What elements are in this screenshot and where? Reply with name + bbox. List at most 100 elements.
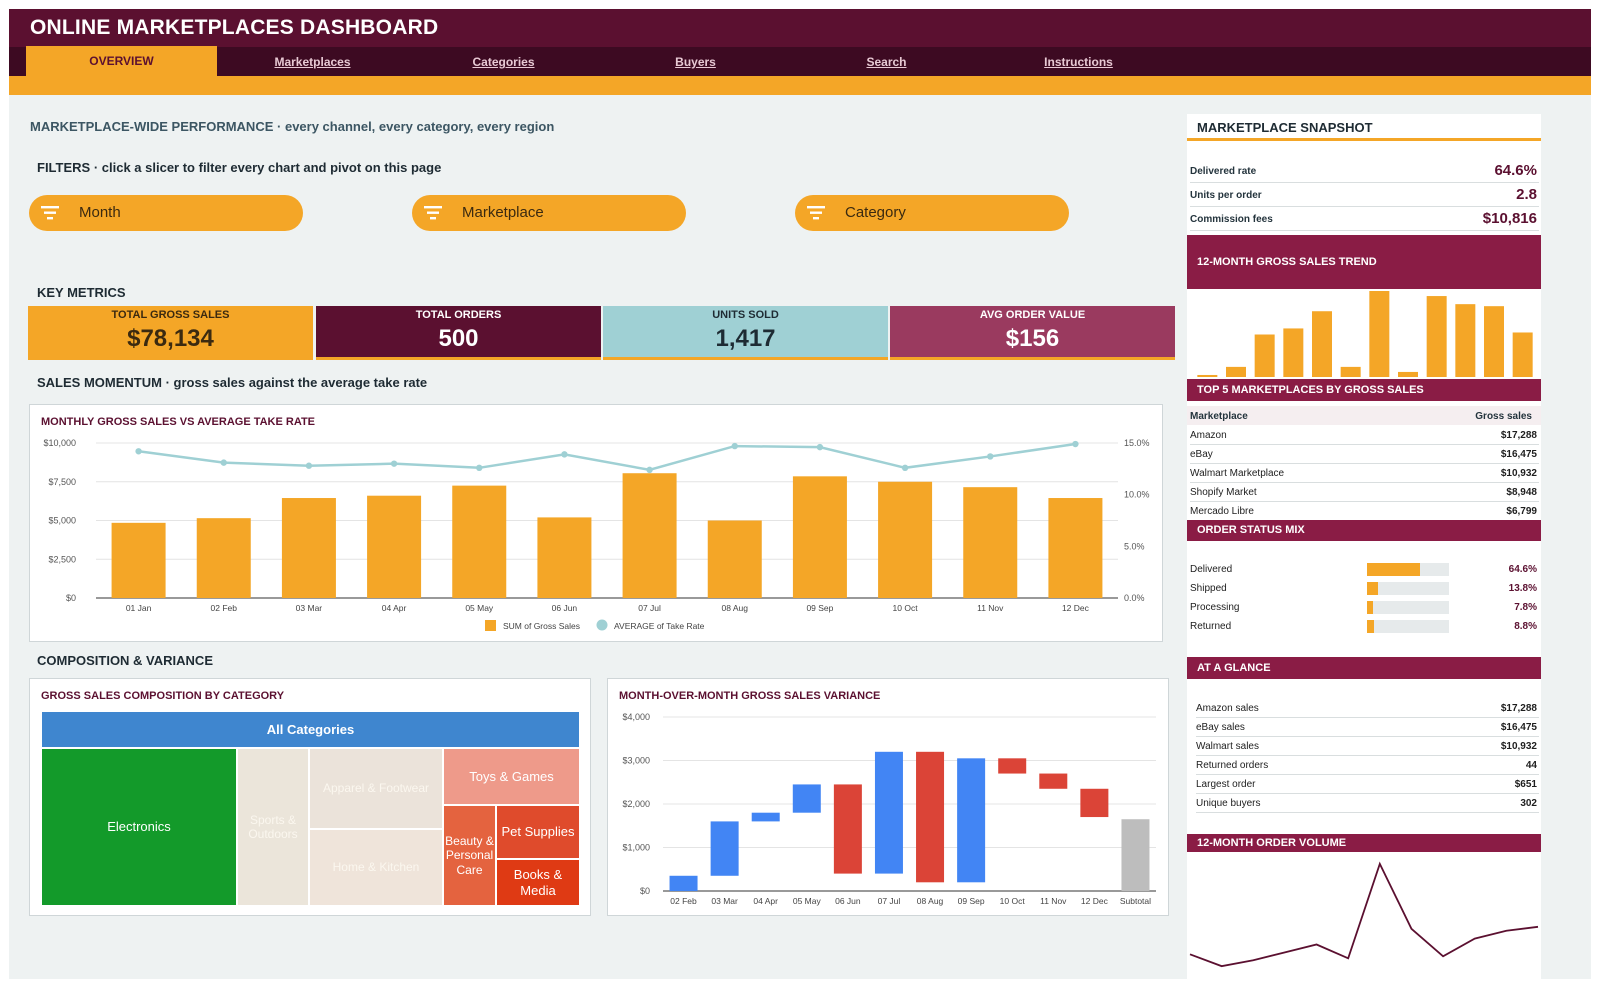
legend-swatch	[485, 620, 496, 631]
bar	[367, 495, 422, 598]
marketplace-sales: $6,799	[1506, 506, 1537, 517]
snapshot-row: Units per order 2.8	[1190, 183, 1539, 207]
slicer-marketplace[interactable]: Marketplace	[412, 195, 686, 231]
right-sidebar: MARKETPLACE SNAPSHOT Delivered rate 64.6…	[1187, 114, 1541, 979]
slicer-month[interactable]: Month	[29, 195, 303, 231]
top5-col-sales: Gross sales	[1475, 411, 1532, 422]
snapshot-row: Commission fees $10,816	[1190, 207, 1539, 231]
slicer-category[interactable]: Category	[795, 195, 1069, 231]
x-tick-label: 04 Apr	[382, 603, 407, 613]
marketplace-sales: $10,932	[1500, 468, 1537, 479]
treemap-root[interactable]: All Categories	[41, 711, 580, 748]
tab-marketplaces[interactable]: Marketplaces	[274, 55, 351, 69]
headline-subtitle: every channel, every category, every reg…	[284, 119, 555, 134]
status-label: Shipped	[1190, 583, 1227, 594]
marketplace-name: Amazon	[1190, 430, 1227, 441]
trend-bar	[1226, 366, 1246, 377]
waterfall-bar	[916, 751, 945, 883]
trend-bar	[1340, 366, 1361, 377]
kpi-label: TOTAL GROSS SALES	[111, 309, 230, 321]
x-tick-label: 09 Sep	[806, 603, 833, 613]
status-label: Delivered	[1190, 564, 1233, 575]
chart-title: GROSS SALES COMPOSITION BY CATEGORY	[41, 690, 285, 702]
waterfall-bar	[833, 784, 862, 874]
status-bar	[1367, 620, 1449, 633]
kpi-units-sold: UNITS SOLD 1,417	[603, 306, 888, 360]
sales-trend-title: 12-MONTH GROSS SALES TREND	[1187, 235, 1541, 289]
x-tick-label: 10 Oct	[1000, 896, 1026, 906]
treemap-node-beauty-personal-care[interactable]: Beauty & Personal Care	[443, 805, 496, 906]
glance-label: Returned orders	[1196, 760, 1269, 771]
top5-col-marketplace: Marketplace	[1190, 411, 1248, 422]
tab-bar: OVERVIEW Marketplaces Categories Buyers …	[9, 46, 1591, 77]
glance-value: $10,932	[1500, 741, 1537, 752]
bar	[707, 520, 762, 598]
snapshot-label: Units per order	[1190, 190, 1262, 201]
filter-icon	[807, 206, 825, 220]
y-tick-label: $4,000	[622, 712, 650, 722]
bar	[452, 485, 507, 598]
slicer-label: Month	[79, 204, 121, 221]
order-volume-title: 12-MONTH ORDER VOLUME	[1187, 834, 1541, 852]
take-rate-point	[561, 451, 568, 458]
top5-header: Marketplace Gross sales	[1187, 406, 1541, 425]
y2-tick-label: 5.0%	[1124, 541, 1145, 551]
x-tick-label: 02 Feb	[670, 896, 697, 906]
y-tick-label: $3,000	[622, 756, 650, 766]
tab-overview[interactable]: OVERVIEW	[26, 46, 217, 77]
trend-bar	[1455, 304, 1476, 377]
kpi-value: $78,134	[127, 325, 214, 352]
monthly-sales-chart: $0 $2,500 $5,000 $7,500 $10,000 0.0% 5.0% 10.0%…	[43, 438, 1150, 631]
x-tick-label: 11 Nov	[1040, 896, 1067, 906]
status-value: 64.6%	[1508, 564, 1537, 575]
treemap-node-sports-outdoors[interactable]: Sports & Outdoors	[237, 748, 309, 906]
x-tick-label: 06 Jun	[552, 603, 578, 613]
chart-title: MONTHLY GROSS SALES VS AVERAGE TAKE RATE	[41, 416, 316, 428]
trend-bar	[1398, 371, 1418, 377]
take-rate-point	[390, 460, 398, 467]
treemap-node-apparel-footwear[interactable]: Apparel & Footwear	[309, 748, 443, 829]
headline: MARKETPLACE-WIDE PERFORMANCE · every cha…	[30, 119, 554, 134]
top5-row: Shopify Market $8,948	[1190, 483, 1539, 502]
tab-buyers[interactable]: Buyers	[675, 55, 716, 69]
y-tick-label: $2,500	[48, 554, 76, 564]
y-tick-label: $0	[66, 593, 76, 603]
glance-row: Largest order $651	[1196, 775, 1539, 794]
glance-value: $16,475	[1500, 722, 1537, 733]
treemap-node-home-kitchen[interactable]: Home & Kitchen	[309, 829, 443, 906]
waterfall-bar	[1121, 819, 1150, 891]
glance-label: Largest order	[1196, 779, 1256, 790]
treemap-node-books-media[interactable]: Books & Media	[496, 859, 580, 906]
kpi-value: 500	[438, 325, 479, 352]
tab-instructions[interactable]: Instructions	[1044, 55, 1113, 69]
status-bar-fill	[1367, 582, 1379, 595]
waterfall-bar	[998, 758, 1027, 774]
treemap-node-electronics[interactable]: Electronics	[41, 748, 237, 906]
marketplace-name: Shopify Market	[1190, 487, 1257, 498]
kpi-value: 1,417	[715, 325, 776, 352]
x-tick-label: 10 Oct	[893, 603, 919, 613]
tab-search[interactable]: Search	[866, 55, 907, 69]
y-tick-label: $10,000	[43, 438, 76, 448]
take-rate-point	[135, 448, 142, 455]
bar	[111, 522, 166, 598]
status-bar	[1367, 601, 1449, 614]
treemap-node-toys-games[interactable]: Toys & Games	[443, 748, 580, 805]
glance-value: 302	[1520, 798, 1537, 809]
order-volume-chart	[1189, 861, 1539, 968]
tab-categories[interactable]: Categories	[472, 55, 535, 69]
snapshot-label: Commission fees	[1190, 214, 1273, 225]
status-row: Processing 7.8%	[1190, 598, 1539, 617]
x-tick-label: 03 Mar	[711, 896, 738, 906]
top5-row: Amazon $17,288	[1190, 426, 1539, 445]
monthly-sales-chart-panel: MONTHLY GROSS SALES VS AVERAGE TAKE RATE…	[29, 404, 1163, 642]
slicer-label: Marketplace	[462, 204, 544, 221]
x-tick-label: 12 Dec	[1062, 603, 1090, 613]
y-tick-label: $5,000	[48, 516, 76, 526]
x-tick-label: 01 Jan	[126, 603, 152, 613]
legend-label: SUM of Gross Sales	[503, 621, 580, 631]
glance-label: Walmart sales	[1196, 741, 1259, 752]
treemap-node-pet-supplies[interactable]: Pet Supplies	[496, 805, 580, 859]
y-tick-label: $0	[640, 886, 650, 896]
headline-title: MARKETPLACE-WIDE PERFORMANCE	[30, 119, 274, 134]
